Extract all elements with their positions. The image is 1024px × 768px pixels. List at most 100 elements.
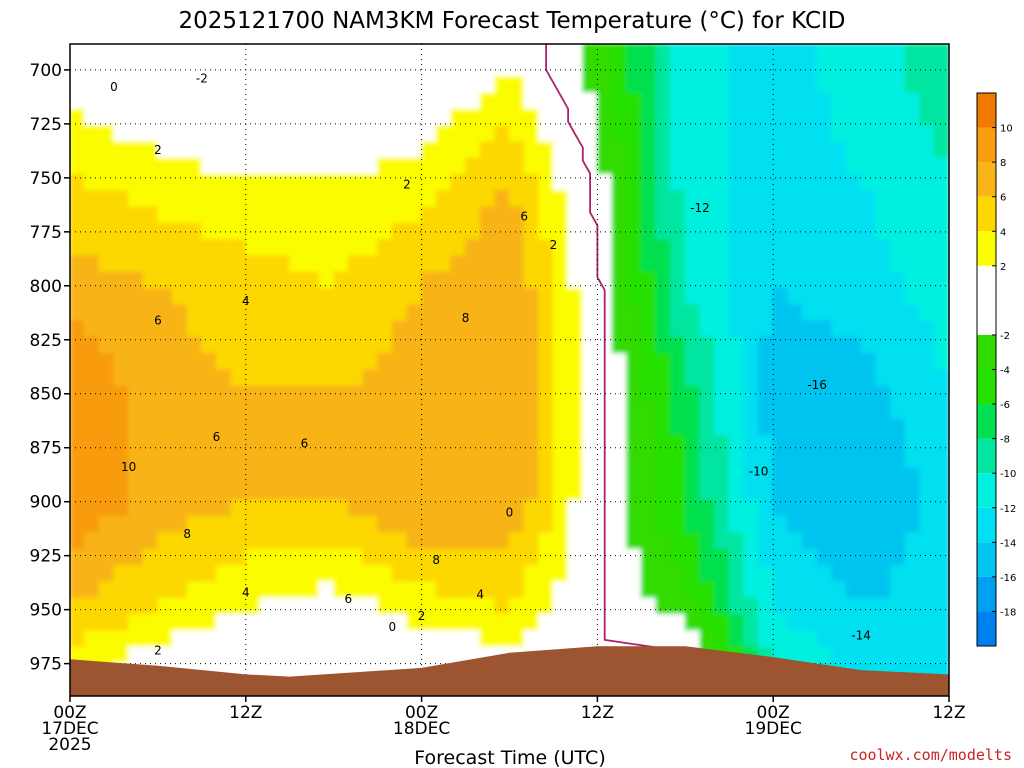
x-tick-label: 12Z [932,703,965,723]
temperature-cell [201,320,217,338]
temperature-cell [406,434,423,452]
temperature-cell [552,630,569,648]
temperature-cell [640,44,657,61]
temperature-cell [772,532,789,550]
temperature-cell [714,418,730,436]
temperature-cell [538,271,554,289]
temperature-cell [728,239,745,257]
temperature-cell [787,336,803,355]
temperature-cell [377,206,393,224]
temperature-cell [128,434,144,452]
temperature-cell [318,190,335,208]
temperature-cell [230,271,247,289]
temperature-cell [523,516,540,534]
temperature-cell [875,173,891,192]
temperature-cell [259,402,276,420]
temperature-cell [655,499,672,518]
temperature-cell [479,369,496,387]
temperature-cell [640,434,657,452]
temperature-cell [552,239,569,257]
temperature-cell [640,76,657,94]
temperature-cell [377,385,393,404]
temperature-cell [831,532,847,550]
temperature-cell [538,548,554,567]
temperature-cell [684,288,701,306]
temperature-cell [538,108,554,126]
temperature-cell [845,255,862,273]
temperature-cell [860,614,877,632]
temperature-cell [377,271,393,289]
temperature-cell [333,467,349,485]
temperature-cell [245,173,261,192]
temperature-cell [552,565,569,583]
x-tick-label: 19DEC [745,719,802,739]
temperature-cell [860,548,877,567]
temperature-cell [259,157,276,175]
ground-surface [70,646,949,696]
temperature-cell [743,288,760,306]
temperature-cell [670,548,686,567]
temperature-cell [113,222,130,241]
temperature-cell [113,548,130,567]
temperature-cell [421,76,437,94]
temperature-cell [611,255,628,273]
temperature-cell [142,516,159,534]
temperature-cell [611,190,628,208]
temperature-cell [640,141,657,159]
temperature-cell [128,353,144,371]
temperature-cell [889,173,906,192]
temperature-cell [347,271,364,289]
temperature-cell [377,614,393,632]
temperature-cell [567,44,584,61]
temperature-cell [626,532,642,550]
temperature-cell [582,125,598,143]
temperature-cell [421,125,437,143]
temperature-cell [787,646,803,664]
temperature-cell [875,451,891,469]
temperature-cell [714,565,730,583]
temperature-cell [84,44,100,61]
temperature-cell [552,483,569,501]
temperature-cell [216,353,232,371]
temperature-cell [450,59,467,78]
temperature-cell [421,402,437,420]
temperature-cell [552,614,569,632]
temperature-cell [670,434,686,452]
temperature-cell [172,92,188,110]
temperature-cell [714,499,730,518]
temperature-cell [333,239,349,257]
temperature-cell [333,597,349,615]
temperature-cell [201,597,217,615]
temperature-cell [362,385,379,404]
temperature-cell [303,304,320,322]
temperature-cell [70,108,86,126]
temperature-cell [904,385,921,404]
temperature-cell [611,157,628,175]
temperature-cell [479,516,496,534]
temperature-cell [84,532,100,550]
temperature-cell [362,451,379,469]
temperature-cell [728,304,745,322]
temperature-cell [435,467,452,485]
temperature-cell [904,402,921,420]
temperature-cell [845,271,862,289]
temperature-cell [421,239,437,257]
temperature-cell [479,239,496,257]
temperature-cell [70,141,86,159]
temperature-cell [406,418,423,436]
temperature-cell [113,190,130,208]
temperature-cell [684,630,701,648]
temperature-cell [845,157,862,175]
temperature-cell [626,565,642,583]
temperature-cell [406,499,423,518]
temperature-cell [201,369,217,387]
temperature-cell [904,206,921,224]
temperature-cell [435,157,452,175]
temperature-cell [714,125,730,143]
temperature-cell [362,630,379,648]
temperature-cell [523,336,540,355]
temperature-cell [567,402,584,420]
temperature-cell [142,76,159,94]
temperature-cell [860,581,877,599]
